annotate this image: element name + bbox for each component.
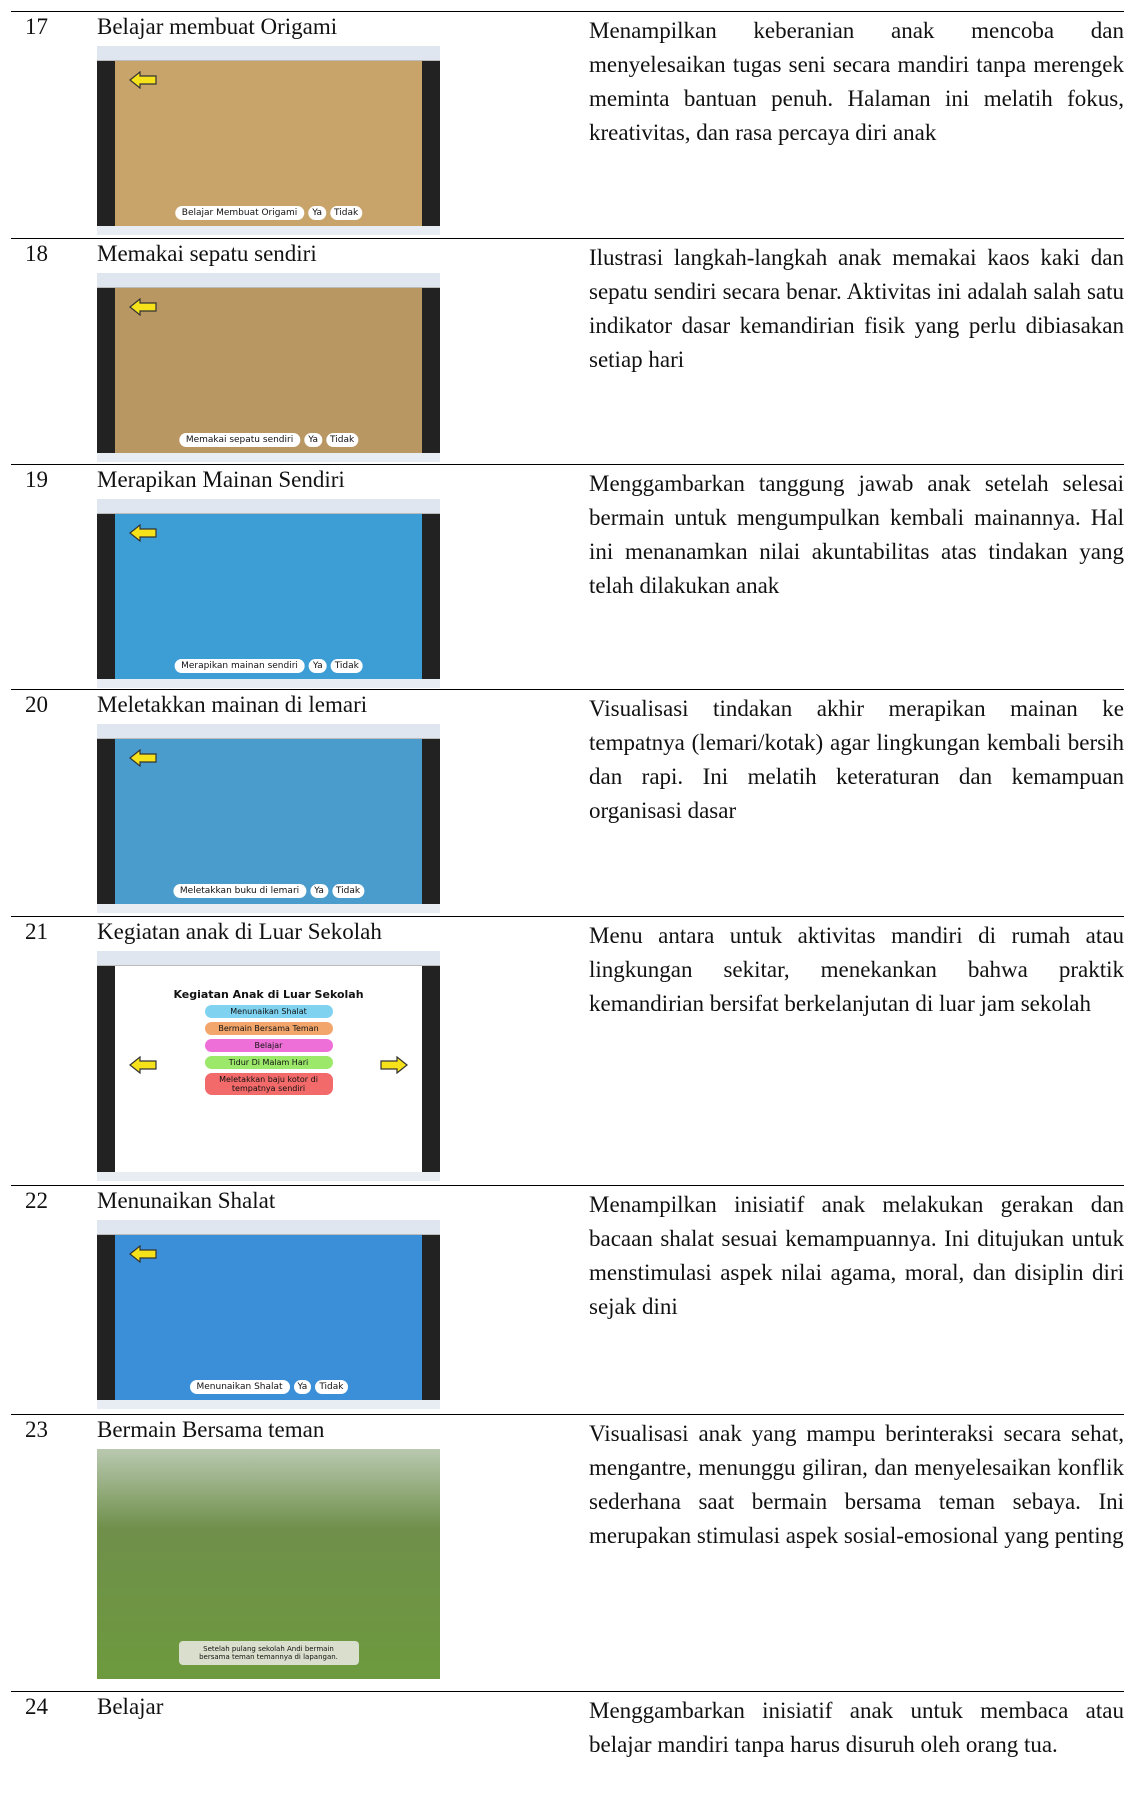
taskbar bbox=[97, 1172, 440, 1181]
row-description: Menggambarkan tanggung jawab anak setela… bbox=[589, 471, 1124, 598]
scene-caption: Memakai sepatu sendiri bbox=[178, 433, 301, 447]
arrow-icon bbox=[129, 298, 157, 316]
arrow-icon bbox=[129, 749, 157, 767]
screenshot: Meletakkan buku di lemari Ya Tidak bbox=[97, 724, 440, 913]
row-title: Meletakkan mainan di lemari bbox=[97, 692, 368, 717]
taskbar bbox=[97, 679, 440, 688]
row-number: 22 bbox=[25, 1188, 48, 1213]
no-button: Tidak bbox=[330, 659, 363, 673]
yes-button: Ya bbox=[308, 659, 327, 673]
row-description: Visualisasi tindakan akhir merapikan mai… bbox=[589, 696, 1124, 823]
scene-caption: Merapikan mainan sendiri bbox=[174, 659, 305, 673]
row-title: Bermain Bersama teman bbox=[97, 1417, 325, 1442]
scene: Merapikan mainan sendiri Ya Tidak bbox=[115, 514, 422, 679]
yes-button: Ya bbox=[293, 1380, 312, 1394]
arrow-icon bbox=[129, 71, 157, 89]
caption-bar: Menunaikan Shalat Ya Tidak bbox=[189, 1380, 348, 1394]
scene-caption: Meletakkan buku di lemari bbox=[172, 884, 307, 898]
no-button: Tidak bbox=[315, 1380, 348, 1394]
screenshot: Memakai sepatu sendiri Ya Tidak bbox=[97, 273, 440, 462]
menu-item: Meletakkan baju kotor di tempatnya sendi… bbox=[204, 1073, 333, 1095]
browser-bar bbox=[97, 951, 440, 966]
row-description: Menggambarkan inisiatif anak untuk memba… bbox=[589, 1698, 1124, 1757]
menu-item: Menunaikan Shalat bbox=[204, 1005, 333, 1018]
table-row: 22 Menunaikan Shalat Menampilkan inisiatif… bbox=[11, 1185, 1124, 1414]
arrow-icon bbox=[380, 1056, 408, 1074]
row-title: Belajar bbox=[97, 1694, 164, 1719]
scene: Kegiatan Anak di Luar Sekolah Menunaikan … bbox=[115, 966, 422, 1172]
row-description: Ilustrasi langkah-langkah anak memakai k… bbox=[589, 245, 1124, 372]
menu-item: Tidur Di Malam Hari bbox=[204, 1056, 333, 1069]
taskbar bbox=[97, 226, 440, 235]
screenshot: Kegiatan Anak di Luar Sekolah Menunaikan … bbox=[97, 951, 440, 1181]
arrow-icon bbox=[129, 524, 157, 542]
row-description: Menu antara untuk aktivitas mandiri di r… bbox=[589, 923, 1124, 1016]
row-title: Merapikan Mainan Sendiri bbox=[97, 467, 345, 492]
menu: Kegiatan Anak di Luar Sekolah Menunaikan … bbox=[115, 988, 422, 1099]
table-row: 19 Merapikan Mainan Sendiri Menggambarkan … bbox=[11, 464, 1124, 689]
taskbar bbox=[97, 904, 440, 913]
row-number: 21 bbox=[25, 919, 48, 944]
arrow-icon bbox=[129, 1056, 157, 1074]
browser-bar bbox=[97, 1220, 440, 1235]
row-number: 23 bbox=[25, 1417, 48, 1442]
no-button: Tidak bbox=[326, 433, 359, 447]
table-row: 17 Belajar membuat Origami Menampilkan keb… bbox=[11, 11, 1124, 238]
row-title: Belajar membuat Origami bbox=[97, 14, 338, 39]
row-number: 18 bbox=[25, 241, 48, 266]
row-number: 17 bbox=[25, 14, 48, 39]
screenshot: Menunaikan Shalat Ya Tidak bbox=[97, 1220, 440, 1409]
photo: Setelah pulang sekolah Andi bermain bers… bbox=[97, 1449, 440, 1679]
table-row: 21 Kegiatan anak di Luar Sekolah Menu anta… bbox=[11, 916, 1124, 1185]
scene-caption: Menunaikan Shalat bbox=[189, 1380, 290, 1394]
screenshot: Merapikan mainan sendiri Ya Tidak bbox=[97, 499, 440, 688]
menu-item: Belajar bbox=[204, 1039, 333, 1052]
row-number: 24 bbox=[25, 1694, 48, 1719]
table-row: 20 Meletakkan mainan di lemari Visualisasi… bbox=[11, 689, 1124, 916]
scene: Menunaikan Shalat Ya Tidak bbox=[115, 1235, 422, 1400]
taskbar bbox=[97, 1400, 440, 1409]
caption-bar: Merapikan mainan sendiri Ya Tidak bbox=[174, 659, 363, 673]
browser-bar bbox=[97, 273, 440, 288]
scene: Meletakkan buku di lemari Ya Tidak bbox=[115, 739, 422, 904]
table-row: 23 Bermain Bersama teman Visualisasi anak … bbox=[11, 1414, 1124, 1691]
yes-button: Ya bbox=[310, 884, 328, 898]
arrow-icon bbox=[129, 1245, 157, 1263]
photo-caption: Setelah pulang sekolah Andi bermain bers… bbox=[178, 1641, 359, 1665]
browser-bar bbox=[97, 46, 440, 61]
scene: Belajar Membuat Origami Ya Tidak bbox=[115, 61, 422, 226]
browser-bar bbox=[97, 724, 440, 739]
menu-title: Kegiatan Anak di Luar Sekolah bbox=[173, 988, 364, 1001]
row-title: Memakai sepatu sendiri bbox=[97, 241, 317, 266]
row-number: 19 bbox=[25, 467, 48, 492]
caption-bar: Meletakkan buku di lemari Ya Tidak bbox=[172, 884, 365, 898]
yes-button: Ya bbox=[304, 433, 323, 447]
browser-bar bbox=[97, 499, 440, 514]
table-row: 18 Memakai sepatu sendiri Ilustrasi langka… bbox=[11, 238, 1124, 464]
scene-caption: Belajar Membuat Origami bbox=[174, 206, 305, 220]
taskbar bbox=[97, 453, 440, 462]
row-description: Visualisasi anak yang mampu berinteraksi… bbox=[589, 1421, 1124, 1548]
caption-bar: Belajar Membuat Origami Ya Tidak bbox=[174, 206, 363, 220]
no-button: Tidak bbox=[330, 206, 363, 220]
row-title: Kegiatan anak di Luar Sekolah bbox=[97, 919, 382, 944]
row-title: Menunaikan Shalat bbox=[97, 1188, 276, 1213]
scene: Memakai sepatu sendiri Ya Tidak bbox=[115, 288, 422, 453]
menu-item: Bermain Bersama Teman bbox=[204, 1022, 333, 1035]
row-description: Menampilkan inisiatif anak melakukan ger… bbox=[589, 1192, 1124, 1319]
yes-button: Ya bbox=[308, 206, 327, 220]
row-description: Menampilkan keberanian anak mencoba dan … bbox=[589, 18, 1124, 145]
row-number: 20 bbox=[25, 692, 48, 717]
no-button: Tidak bbox=[331, 884, 365, 898]
screenshot: Belajar Membuat Origami Ya Tidak bbox=[97, 46, 440, 235]
caption-bar: Memakai sepatu sendiri Ya Tidak bbox=[178, 433, 359, 447]
table-row: 24 Belajar Menggambarkan inisiatif anak un… bbox=[11, 1691, 1124, 1795]
